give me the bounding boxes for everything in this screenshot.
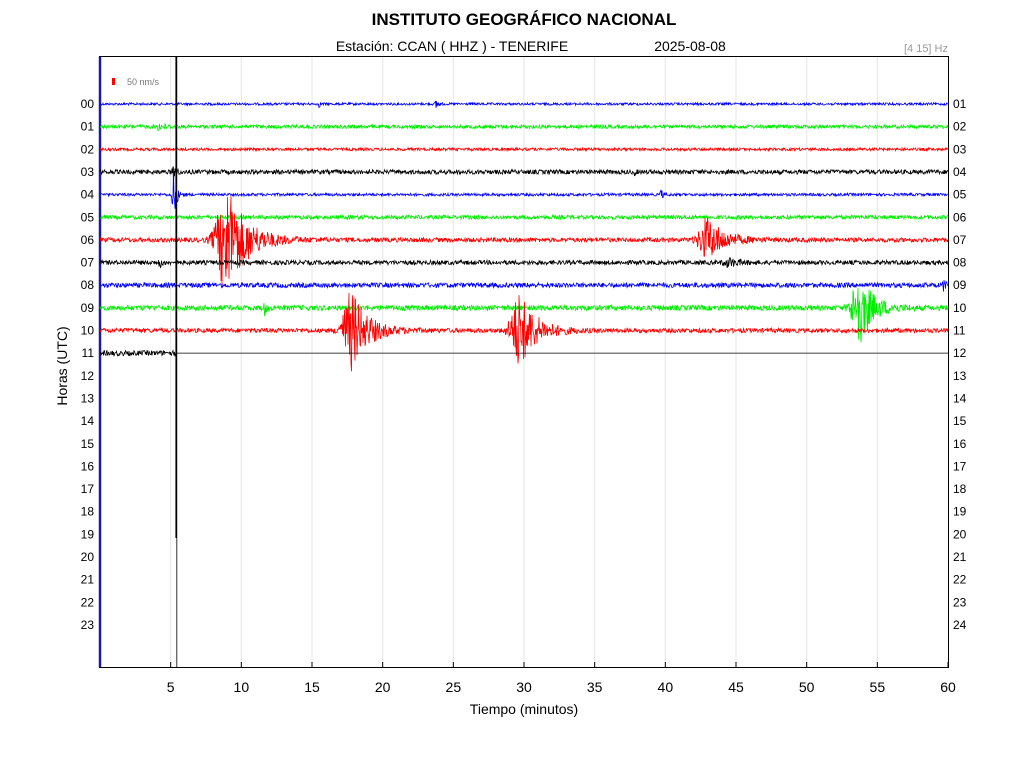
frequency-band-label: [4 15] Hz xyxy=(904,43,948,55)
left-hour-label: 23 xyxy=(81,618,95,632)
left-hour-label: 15 xyxy=(81,437,95,451)
left-hour-label: 11 xyxy=(82,346,95,360)
left-hour-label: 00 xyxy=(81,97,95,111)
x-tick-label: 15 xyxy=(304,679,320,695)
right-hour-labels: 01 02 03 04 05 06 07 08 09 10 11 12 13 14 15 16 17 18 19 20… xyxy=(953,97,967,632)
left-hour-label: 09 xyxy=(81,301,95,315)
left-hour-label: 06 xyxy=(81,233,95,247)
x-tick-label: 55 xyxy=(870,679,886,695)
trace-hour-10 xyxy=(99,292,949,372)
scale-bar-icon xyxy=(112,78,115,85)
left-hour-label: 12 xyxy=(81,369,95,383)
trace-hour-08 xyxy=(99,280,949,292)
x-tick-label: 35 xyxy=(587,679,603,695)
left-hour-label: 04 xyxy=(81,188,95,202)
station-label: Estación: CCAN ( HHZ ) - TENERIFE xyxy=(336,38,568,54)
date-label: 2025-08-08 xyxy=(654,38,726,54)
right-hour-label: 02 xyxy=(953,120,967,134)
left-hour-label: 05 xyxy=(81,210,95,224)
left-hour-label: 19 xyxy=(81,527,95,541)
right-hour-label: 11 xyxy=(953,324,966,338)
right-hour-label: 14 xyxy=(953,391,967,405)
x-tick-label: 25 xyxy=(446,679,462,695)
trace-hour-06 xyxy=(99,196,949,286)
right-hour-label: 04 xyxy=(953,165,967,179)
right-hour-label: 15 xyxy=(953,414,967,428)
right-hour-label: 19 xyxy=(953,505,967,519)
trace-hour-07 xyxy=(99,256,949,269)
chart-title: INSTITUTO GEOGRÁFICO NACIONAL xyxy=(372,10,677,29)
left-hour-label: 20 xyxy=(81,550,95,564)
right-hour-label: 05 xyxy=(953,188,967,202)
right-hour-label: 18 xyxy=(953,482,967,496)
x-tick-label: 45 xyxy=(728,679,744,695)
left-hour-label: 13 xyxy=(81,391,95,405)
trace-hour-01 xyxy=(99,123,949,131)
grid-lines xyxy=(170,57,878,667)
left-hour-labels: 00 01 02 03 04 05 06 07 08 09 10 11 12 13 14 15 16 17 18 19… xyxy=(81,97,95,632)
y-axis-label: Horas (UTC) xyxy=(54,326,70,405)
right-hour-label: 23 xyxy=(953,595,967,609)
right-hour-label: 17 xyxy=(953,459,967,473)
right-hour-label: 13 xyxy=(953,369,967,383)
right-hour-label: 16 xyxy=(953,437,967,451)
right-hour-label: 24 xyxy=(953,618,967,632)
seismic-traces xyxy=(99,100,949,372)
left-hour-label: 16 xyxy=(81,459,95,473)
x-axis-ticks: 5 10 15 20 25 30 35 40 45 50 55 60 xyxy=(167,662,956,695)
right-hour-label: 06 xyxy=(953,210,967,224)
right-hour-label: 03 xyxy=(953,142,967,156)
x-tick-label: 50 xyxy=(799,679,815,695)
x-axis-label: Tiempo (minutos) xyxy=(470,701,578,717)
scale-label: 50 nm/s xyxy=(127,77,160,87)
left-hour-label: 18 xyxy=(81,505,95,519)
left-hour-label: 03 xyxy=(81,165,95,179)
left-hour-label: 10 xyxy=(81,324,95,338)
left-hour-label: 08 xyxy=(81,278,95,292)
x-tick-label: 30 xyxy=(516,679,532,695)
right-hour-label: 20 xyxy=(953,527,967,541)
current-time-marker xyxy=(175,57,948,667)
trace-hour-03 xyxy=(99,166,949,183)
left-hour-label: 02 xyxy=(81,142,95,156)
trace-hour-11 xyxy=(99,349,177,358)
left-hour-label: 21 xyxy=(81,573,95,587)
left-hour-label: 17 xyxy=(81,482,95,496)
right-hour-label: 12 xyxy=(953,346,967,360)
x-tick-label: 5 xyxy=(167,679,175,695)
right-hour-label: 08 xyxy=(953,256,967,270)
trace-hour-02 xyxy=(99,146,949,153)
x-tick-label: 20 xyxy=(375,679,391,695)
right-hour-label: 21 xyxy=(953,550,967,564)
x-tick-label: 10 xyxy=(234,679,250,695)
right-hour-label: 10 xyxy=(953,301,967,315)
left-hour-label: 01 xyxy=(81,120,95,134)
left-hour-label: 07 xyxy=(81,256,95,270)
x-tick-label: 40 xyxy=(658,679,674,695)
right-hour-label: 09 xyxy=(953,278,967,292)
trace-hour-04 xyxy=(99,166,948,209)
right-hour-label: 01 xyxy=(953,97,967,111)
x-tick-label: 60 xyxy=(940,679,956,695)
right-hour-label: 07 xyxy=(953,233,967,247)
left-hour-label: 14 xyxy=(81,414,95,428)
right-hour-label: 22 xyxy=(953,573,967,587)
trace-hour-00 xyxy=(99,100,949,109)
left-hour-label: 22 xyxy=(81,595,95,609)
